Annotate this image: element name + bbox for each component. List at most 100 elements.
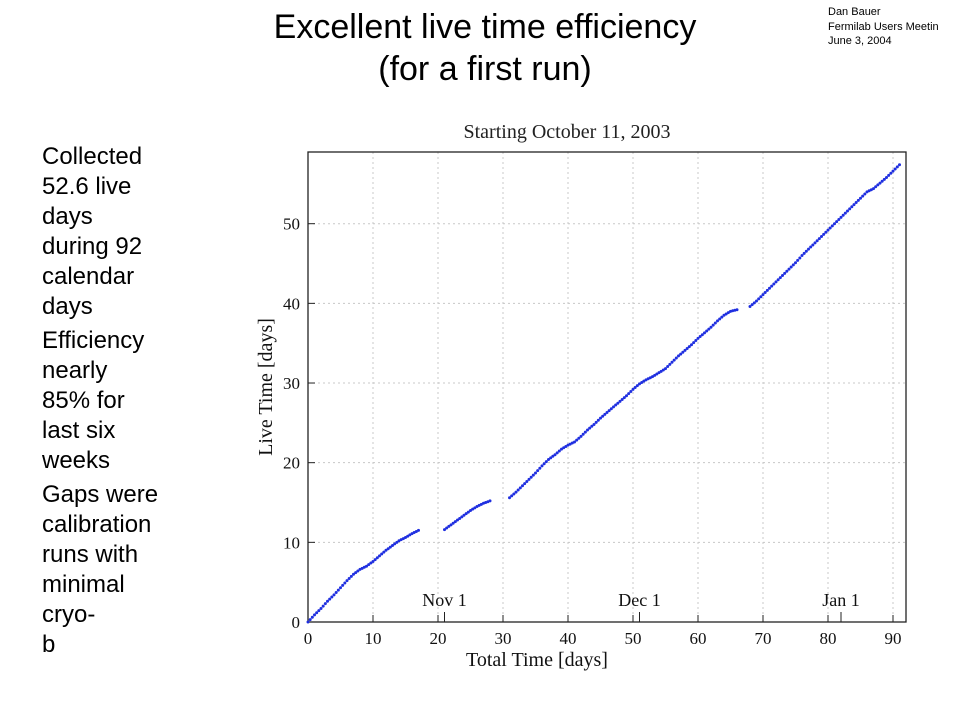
data-point: [577, 436, 581, 440]
data-point: [778, 276, 782, 280]
data-point: [458, 516, 462, 520]
chart-background: [248, 112, 920, 682]
bullet-line: calibration: [42, 511, 152, 538]
meta-event: Fermilab Users Meetin: [828, 20, 939, 33]
data-point: [748, 305, 752, 309]
data-point: [683, 348, 687, 352]
data-point: [560, 447, 563, 451]
data-point: [601, 414, 605, 418]
data-point: [726, 311, 730, 315]
data-point: [310, 615, 314, 619]
data-point: [510, 494, 514, 498]
data-point: [757, 297, 761, 301]
data-point: [772, 282, 776, 286]
data-point: [674, 356, 678, 360]
data-point: [512, 492, 516, 496]
data-point: [876, 183, 880, 187]
data-point: [716, 319, 719, 323]
data-point: [451, 521, 455, 525]
data-point: [523, 482, 527, 486]
data-point: [653, 373, 657, 377]
x-tick-label: 20: [430, 629, 447, 648]
data-point: [724, 312, 728, 316]
data-point: [755, 299, 758, 303]
meta-author: Dan Bauer: [828, 6, 881, 18]
data-point: [449, 523, 453, 527]
data-point: [328, 597, 332, 601]
slide-title-line-2: (for a first run): [378, 50, 592, 88]
data-point: [774, 280, 778, 284]
data-point: [651, 375, 654, 379]
data-point: [534, 471, 537, 475]
data-point: [720, 315, 724, 319]
data-point: [369, 561, 373, 565]
data-point: [837, 217, 841, 221]
data-point: [605, 410, 609, 414]
data-point: [321, 604, 325, 608]
data-point: [521, 484, 524, 488]
data-point: [802, 251, 806, 255]
data-point: [700, 333, 704, 337]
bullet-line: days: [42, 293, 93, 320]
data-point: [761, 293, 765, 297]
data-point: [583, 430, 587, 434]
data-point: [854, 200, 858, 204]
data-point: [863, 192, 867, 196]
data-point: [781, 273, 784, 277]
data-point: [514, 490, 518, 494]
data-point: [822, 232, 826, 236]
data-point: [711, 323, 715, 327]
data-point: [620, 397, 624, 401]
data-point: [488, 499, 492, 503]
data-point: [592, 422, 596, 426]
bullet-item: Collected 52.6 live days during 92 calendar d…: [42, 142, 232, 322]
data-point: [677, 354, 680, 358]
data-point: [607, 409, 611, 413]
data-point: [633, 386, 637, 390]
data-point: [807, 247, 810, 251]
data-point: [685, 346, 689, 350]
data-point: [445, 526, 449, 530]
data-point: [508, 496, 511, 500]
data-point: [826, 228, 830, 232]
data-point: [544, 460, 548, 464]
data-point: [586, 428, 589, 432]
data-point: [891, 169, 895, 173]
data-point: [874, 185, 878, 189]
data-point: [679, 352, 683, 356]
data-point: [666, 365, 670, 369]
data-point: [345, 579, 349, 583]
data-point: [341, 583, 345, 587]
data-point: [750, 303, 754, 307]
bullet-line: 85% for: [42, 387, 125, 414]
data-point: [384, 548, 388, 552]
x-axis-label: Total Time [days]: [466, 649, 608, 671]
data-point: [408, 533, 412, 537]
data-point: [885, 175, 888, 179]
data-point: [696, 336, 700, 340]
data-point: [880, 179, 884, 183]
data-point: [462, 513, 466, 517]
data-point: [308, 618, 312, 622]
data-point: [306, 620, 310, 624]
data-point: [575, 438, 579, 442]
y-tick-label: 40: [283, 294, 300, 313]
data-point: [768, 286, 771, 290]
data-point: [313, 613, 316, 617]
date-annotation: Dec 1: [618, 590, 660, 610]
data-point: [635, 384, 639, 388]
data-point: [830, 224, 834, 228]
data-point: [692, 341, 696, 345]
live-time-chart: 0 10 20 30 40 50 60 70 80 90 0 10 20 30 40 50 Nov 1 Dec …: [248, 112, 920, 682]
data-point: [367, 563, 371, 567]
bullet-line: days: [42, 203, 93, 230]
data-point: [765, 288, 769, 292]
data-point: [596, 418, 600, 422]
data-point: [564, 444, 568, 448]
data-point: [373, 558, 377, 562]
data-point: [722, 313, 726, 317]
data-point: [406, 534, 410, 538]
data-point: [466, 510, 470, 514]
data-point: [850, 205, 854, 209]
data-point: [735, 308, 739, 312]
